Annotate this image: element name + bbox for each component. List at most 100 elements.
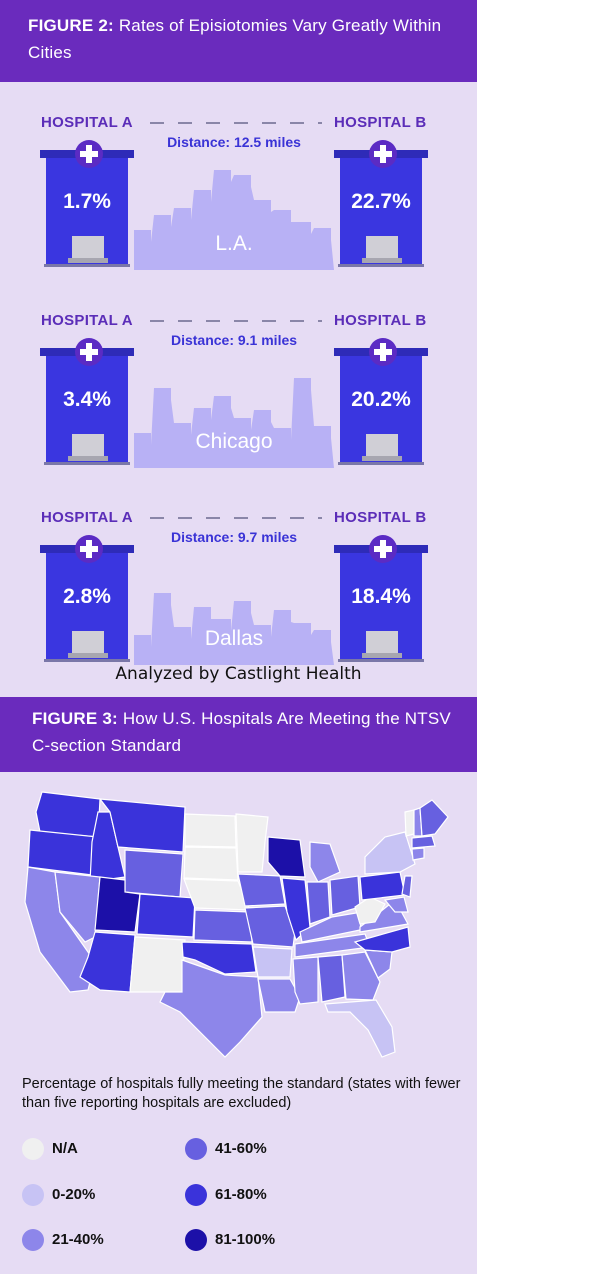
skyline-shape (134, 593, 334, 665)
legend-swatch (22, 1229, 44, 1251)
base-line (338, 264, 424, 267)
hospital-b-rate: 22.7% (351, 190, 411, 213)
state-ks (193, 909, 253, 943)
medical-cross-icon (369, 535, 397, 563)
hospital-b-building: 20.2% (334, 338, 428, 468)
skyline-shape (134, 378, 334, 468)
door (366, 434, 398, 456)
state-al (317, 954, 346, 1003)
hospital-a-label: HOSPITAL A (41, 114, 133, 131)
distance-label: Distance: 12.5 miles (167, 134, 301, 150)
city-row-0: HOSPITAL A HOSPITAL B Distance: 12.5 miles… (0, 110, 477, 270)
medical-cross-icon (369, 338, 397, 366)
base-line (44, 462, 130, 465)
state-vt (404, 809, 415, 837)
step (362, 258, 402, 263)
distance-label: Distance: 9.1 miles (170, 332, 298, 348)
city-row-1: HOSPITAL A HOSPITAL B Distance: 9.1 miles C… (0, 308, 477, 468)
step (362, 653, 402, 658)
legend-swatch (185, 1184, 207, 1206)
city-name: Dallas (204, 627, 264, 650)
state-mi (309, 841, 341, 883)
state-ok (181, 941, 257, 975)
state-wy (124, 849, 184, 898)
state-wi (267, 836, 306, 878)
state-co (136, 893, 196, 938)
hospital-b-label: HOSPITAL B (334, 114, 427, 131)
state-ar (252, 946, 293, 978)
door (366, 631, 398, 653)
distance-dashes (150, 122, 322, 124)
hospital-a-rate: 3.4% (63, 388, 111, 411)
state-md (383, 896, 409, 913)
legend-swatch (22, 1184, 44, 1206)
state-ny (364, 831, 416, 875)
hospital-a-building: 1.7% (40, 140, 134, 270)
step (68, 258, 108, 263)
hospital-b-rate: 18.4% (351, 585, 411, 608)
base-line (338, 462, 424, 465)
hospital-b-building: 22.7% (334, 140, 428, 270)
hospital-a-rate: 1.7% (63, 190, 111, 213)
hospital-a-rate: 2.8% (63, 585, 111, 608)
hospital-a-building: 3.4% (40, 338, 134, 468)
state-pa (359, 871, 406, 901)
figure2-label: FIGURE 2: (28, 16, 114, 35)
skyline-1 (134, 378, 334, 468)
skyline-0 (134, 170, 334, 270)
city-name: Chicago (195, 430, 273, 453)
legend-swatch (22, 1138, 44, 1160)
base-line (44, 264, 130, 267)
state-ma (411, 835, 436, 849)
hospital-b-label: HOSPITAL B (334, 509, 427, 526)
legend-label: 41-60% (215, 1140, 267, 1157)
state-mt (98, 798, 186, 853)
legend-swatch (185, 1138, 207, 1160)
hospital-a-building: 2.8% (40, 535, 134, 665)
legend-label: 61-80% (215, 1186, 267, 1203)
hospital-a-label: HOSPITAL A (41, 312, 133, 329)
figure2-header: FIGURE 2: Rates of Episiotomies Vary Gre… (0, 0, 477, 82)
hospital-b-label: HOSPITAL B (334, 312, 427, 329)
skyline-2 (134, 593, 334, 665)
legend-label: 81-100% (215, 1231, 276, 1248)
legend-swatch (185, 1229, 207, 1251)
step (68, 653, 108, 658)
figure3-label: FIGURE 3: (32, 709, 118, 728)
state-or (27, 829, 99, 876)
medical-cross-icon (75, 535, 103, 563)
state-nv (54, 871, 101, 943)
legend-label: N/A (52, 1140, 78, 1157)
state-la (257, 978, 301, 1013)
legend-title: Percentage of hospitals fully meeting th… (22, 1076, 461, 1111)
state-mo (244, 905, 296, 948)
state-mn (235, 813, 269, 873)
state-me (419, 799, 449, 837)
state-ga (341, 951, 381, 1001)
figure3-header: FIGURE 3: How U.S. Hospitals Are Meeting… (0, 697, 477, 772)
state-in (306, 881, 331, 925)
figure3-title: FIGURE 3: How U.S. Hospitals Are Meeting… (32, 705, 462, 759)
city-name: L.A. (215, 232, 253, 255)
figure3-title-text: How U.S. Hospitals Are Meeting the NTSV … (32, 709, 451, 755)
credit-text: Analyzed by Castlight Health (115, 664, 362, 684)
state-wa (35, 791, 101, 838)
step (362, 456, 402, 461)
door (366, 236, 398, 258)
hospital-a-label: HOSPITAL A (41, 509, 133, 526)
base-line (44, 659, 130, 662)
medical-cross-icon (75, 338, 103, 366)
state-tx (159, 959, 263, 1058)
state-nd (184, 813, 237, 848)
figure3-panel: Percentage of hospitals fully meeting th… (0, 772, 477, 1274)
legend-label: 0-20% (52, 1186, 96, 1203)
figure2-title-text: Rates of Episiotomies Vary Greatly Withi… (28, 16, 442, 62)
step (68, 456, 108, 461)
state-ct (411, 847, 425, 861)
medical-cross-icon (369, 140, 397, 168)
state-ms (292, 956, 319, 1005)
state-nj (401, 875, 413, 898)
hospital-b-building: 18.4% (334, 535, 428, 665)
figure2-panel: HOSPITAL A HOSPITAL B Distance: 12.5 miles… (0, 82, 477, 697)
state-az (79, 931, 136, 993)
